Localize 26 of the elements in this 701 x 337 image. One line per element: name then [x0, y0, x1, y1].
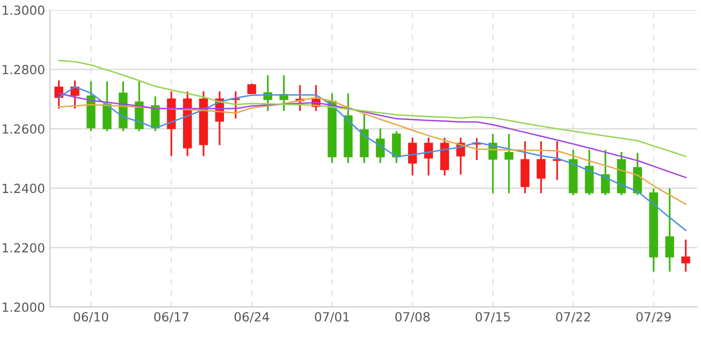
candlestick — [504, 133, 514, 194]
candlestick — [552, 140, 562, 181]
y-tick-label: 1.2400 — [2, 184, 44, 194]
line-series — [58, 96, 686, 205]
x-tick-label: 07/29 — [636, 312, 671, 323]
y-tick-label: 1.2800 — [2, 64, 44, 74]
x-tick-label: 07/01 — [314, 312, 349, 323]
candlestick — [408, 136, 417, 176]
x-tick-label: 07/08 — [395, 312, 430, 323]
x-tick-label: 07/22 — [556, 312, 590, 323]
x-tick-label: 07/15 — [476, 312, 510, 323]
y-tick-label: 1.2000 — [2, 302, 44, 312]
x-tick-label: 06/24 — [234, 312, 270, 323]
candlestick — [536, 140, 546, 194]
candlestick — [665, 188, 674, 272]
x-tick-label: 06/17 — [154, 312, 188, 323]
y-tick-label: 1.2200 — [2, 243, 44, 253]
candlestick — [392, 130, 401, 164]
line-series — [58, 60, 686, 158]
candlestick — [376, 128, 385, 164]
candlestick — [600, 149, 610, 196]
candlestick — [424, 136, 433, 176]
x-tick-label: 06/10 — [74, 312, 108, 323]
candlestick — [681, 238, 690, 272]
y-tick-label: 1.2600 — [2, 124, 44, 134]
y-tick-label: 1.3000 — [2, 5, 44, 15]
